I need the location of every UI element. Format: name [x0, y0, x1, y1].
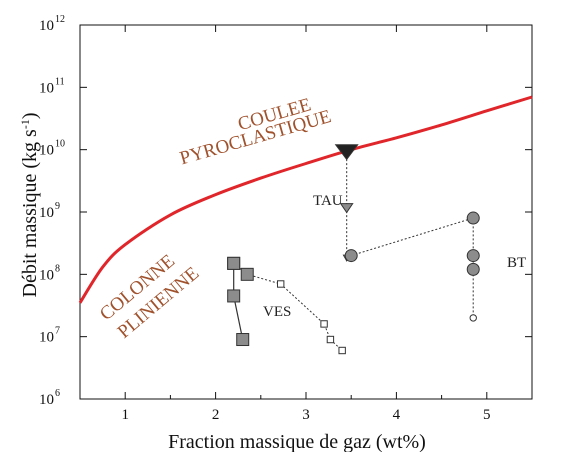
y-axis-unit-exponent: -1 — [18, 119, 32, 129]
x-tick-label: 4 — [393, 407, 401, 423]
y-tick-label: 10 — [39, 143, 54, 159]
series-label-ves: VES — [263, 304, 291, 320]
y-tick-label: 10 — [39, 205, 54, 221]
boundary-curve — [78, 95, 533, 304]
x-axis-title: Fraction massique de gaz (wt%) — [168, 431, 426, 452]
data-point-triangle — [339, 203, 354, 214]
y-tick-base: 10 — [39, 143, 54, 159]
y-tick-label: 10 — [39, 267, 54, 283]
y-axis-title: Débit massique (kg s-1) — [18, 113, 41, 298]
x-tick-label: 1 — [121, 407, 129, 423]
data-point-square — [227, 289, 241, 303]
data-point-square — [236, 333, 250, 347]
series-connector-1 — [233, 263, 343, 351]
data-point-circle — [344, 249, 358, 263]
y-tick-base: 10 — [39, 18, 54, 34]
series-label-bt: BT — [507, 255, 526, 271]
y-axis-title-unit: (kg s-1) — [18, 113, 41, 169]
data-point-square — [338, 346, 346, 355]
y-tick-base: 10 — [39, 80, 54, 96]
y-tick-exponent: 7 — [55, 326, 60, 337]
y-tick-exponent: 12 — [55, 14, 65, 25]
y-tick-label: 10 — [39, 392, 54, 408]
boundary-curve-layer — [78, 95, 533, 304]
data-point-square — [320, 320, 328, 328]
y-tick-label: 10 — [39, 18, 54, 34]
y-tick-exponent: 10 — [55, 139, 65, 150]
axes — [79, 24, 533, 400]
data-point-circle — [466, 211, 480, 225]
y-tick-base: 10 — [39, 205, 54, 221]
y-tick-base: 10 — [39, 392, 54, 408]
data-point-triangle — [334, 144, 359, 161]
y-axis-unit-close: ) — [19, 113, 41, 120]
series-connector-3 — [351, 217, 474, 318]
data-point-circle — [469, 314, 477, 322]
y-tick-exponent: 8 — [55, 263, 60, 274]
data-point-square — [276, 280, 285, 288]
data-point-circle — [466, 249, 480, 263]
plot-frame — [79, 24, 533, 400]
x-tick-label: 3 — [302, 407, 310, 423]
y-tick-label: 10 — [39, 330, 54, 346]
y-axis-title-main: Débit massique — [19, 174, 41, 298]
y-tick-label: 10 — [39, 80, 54, 96]
series-label-tau: TAU — [313, 193, 343, 209]
data-point-square — [227, 256, 241, 270]
y-tick-exponent: 6 — [55, 388, 60, 399]
y-tick-exponent: 9 — [55, 201, 60, 212]
data-point-square — [240, 267, 254, 281]
x-tick-label: 2 — [212, 407, 220, 423]
y-tick-base: 10 — [39, 267, 54, 283]
markers — [227, 144, 480, 355]
data-point-square — [326, 335, 335, 344]
y-tick-exponent: 11 — [55, 76, 65, 87]
y-tick-base: 10 — [39, 330, 54, 346]
data-point-circle — [466, 262, 480, 276]
x-tick-label: 5 — [483, 407, 491, 423]
